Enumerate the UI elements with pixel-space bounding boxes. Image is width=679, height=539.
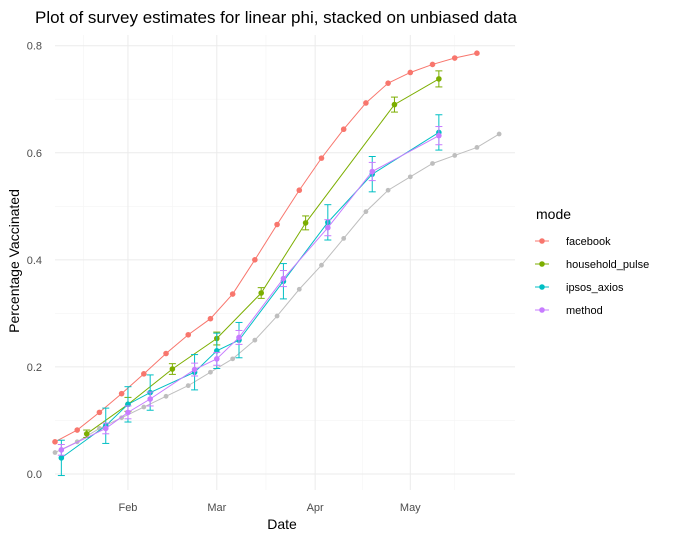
y-axis-title: Percentage Vaccinated [6,189,22,333]
facebook-point [229,291,236,297]
facebook-point [185,331,192,338]
facebook-point [141,371,147,377]
legend-item-method: method [535,305,603,317]
baseline-point [230,356,236,362]
x-tick-label: May [400,502,421,514]
baseline-point [296,286,302,292]
legend-key-point [539,238,545,244]
grid-layer [55,35,515,490]
ipsos-axios-line [61,131,440,459]
baseline-point [252,337,258,343]
y-tick-label: 0.0 [27,469,42,481]
facebook-point [74,427,81,433]
household-pulse-point [436,76,442,82]
facebook-point [52,439,58,445]
method-point [436,132,442,139]
baseline-point [52,450,58,455]
ipsos-axios-point [58,455,65,461]
household-pulse-point [169,366,176,372]
facebook-point [118,390,125,397]
baseline-point [341,236,347,241]
facebook-point [318,155,325,161]
facebook-point [451,55,458,61]
facebook-point [474,50,480,56]
method-point [102,425,109,432]
series-facebook [52,50,480,445]
baseline-point [385,187,391,193]
legend-label: ipsos_axios [566,282,624,294]
method-point [191,366,198,373]
facebook-point [407,69,414,76]
legend-key-point [539,261,545,267]
facebook-point [207,315,214,322]
facebook-point [363,100,369,106]
baseline-point [208,369,213,375]
method-point [125,409,131,416]
baseline-point [319,262,324,268]
x-axis-title: Date [267,516,297,532]
legend-item-facebook: facebook [535,236,611,248]
facebook-point [296,187,303,194]
baseline-point [141,404,147,410]
facebook-point [163,350,169,357]
x-tick-label: Mar [207,502,226,514]
legend-label: household_pulse [566,259,649,271]
legend: mode facebook household_pulse ipsos_axiosm… [535,206,649,317]
series-method [57,126,443,456]
method-point [280,275,287,282]
series-ipsos-axios [57,114,443,477]
baseline-point [430,161,435,166]
x-tick-label: Apr [307,502,324,514]
legend-key-point [539,284,545,290]
household-pulse-point [258,290,265,296]
baseline-point [474,145,480,150]
legend-label: method [566,305,603,317]
facebook-point [385,80,391,86]
legend-label: facebook [566,236,611,248]
facebook-point [274,221,280,228]
baseline-point [496,131,502,137]
baseline-point [407,174,413,180]
series-layer [52,50,480,477]
x-axis-ticks: Feb Mar Apr May [118,502,421,514]
household-pulse-line [86,78,440,435]
facebook-point [96,409,103,416]
method-point [369,168,376,175]
method-point [213,356,220,362]
facebook-line [54,52,478,443]
facebook-point [252,257,258,263]
baseline-layer [52,131,502,455]
household-pulse-point [302,220,309,226]
method-point [236,334,242,341]
y-tick-label: 0.6 [27,148,42,160]
baseline-line [54,133,500,453]
method-point [147,396,153,402]
x-tick-label: Feb [118,502,137,514]
baseline-point [274,313,280,319]
legend-key-point [539,307,545,313]
y-tick-label: 0.4 [27,255,42,267]
series-household-pulse [83,70,443,439]
baseline-point [185,383,191,389]
baseline-point [363,209,369,215]
baseline-point [163,393,169,399]
method-point [58,447,65,453]
y-tick-label: 0.8 [27,41,42,53]
baseline-point [452,153,458,158]
facebook-point [429,61,436,68]
facebook-point [340,126,347,133]
chart-title: Plot of survey estimates for linear phi,… [35,8,517,27]
household-pulse-point [83,430,90,437]
household-pulse-point [391,101,398,108]
legend-title: mode [536,206,571,222]
legend-item-household-pulse: household_pulse [535,259,649,271]
y-axis-ticks: 0.0 0.2 0.4 0.6 0.8 [27,41,42,481]
y-tick-label: 0.2 [27,362,42,374]
method-point [325,224,331,231]
method-line [61,135,440,451]
legend-item-ipsos-axios: ipsos_axios [535,282,624,294]
